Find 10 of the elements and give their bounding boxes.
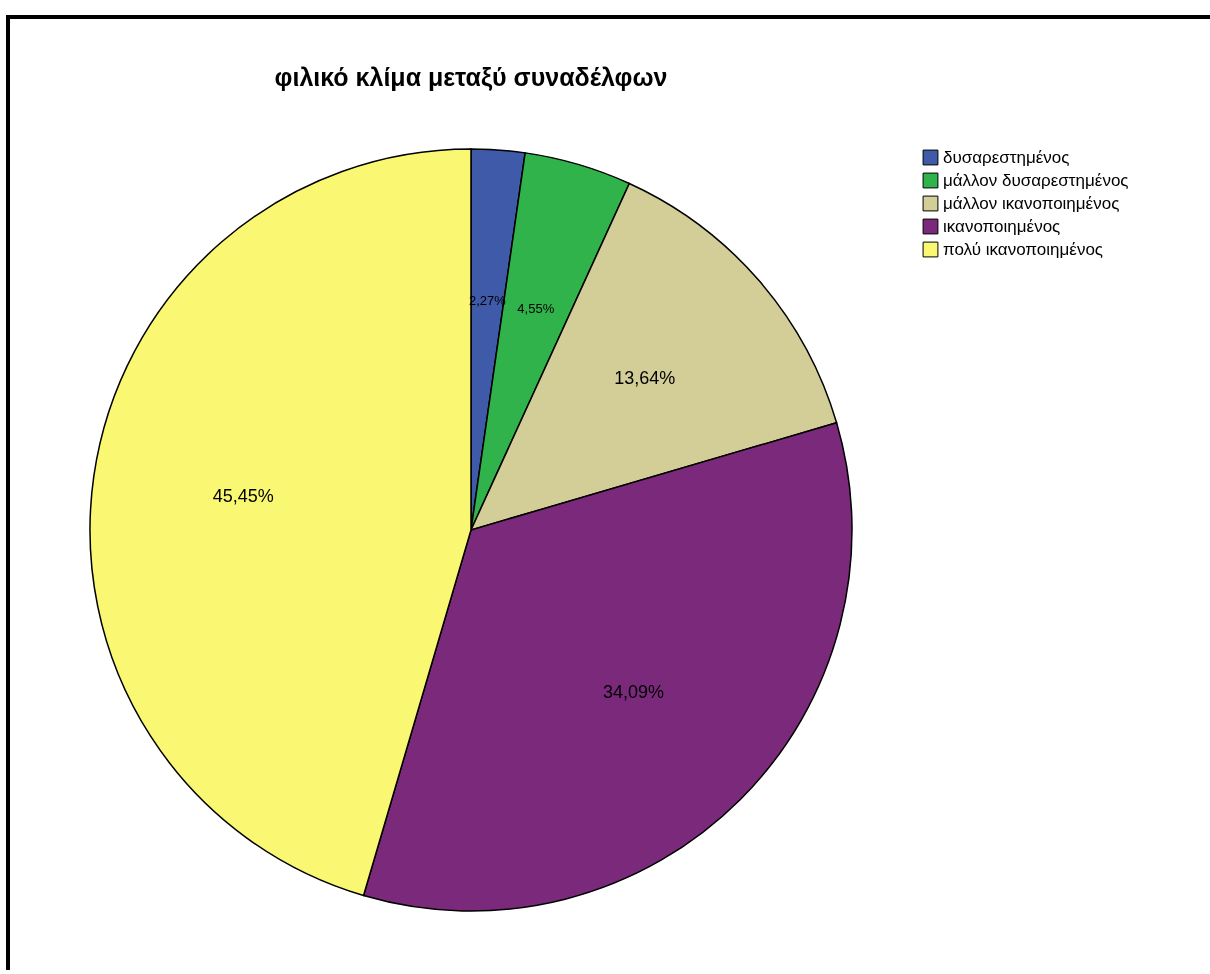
chart-title: φιλικό κλίμα μεταξύ συναδέλφων [274,63,668,91]
data-label: 34,09% [603,681,665,702]
data-label: 4,55% [517,301,555,317]
legend-label: πολύ ικανοποιημένος [943,239,1104,259]
data-label: 45,45% [212,486,274,507]
data-label: 13,64% [614,368,676,389]
legend-label: μάλλον ικανοποιημένος [943,193,1120,213]
legend-label: ικανοποιημένος [943,216,1061,236]
legend-label: δυσαρεστημένος [943,147,1070,167]
legend-label: μάλλον δυσαρεστημένος [943,170,1129,190]
